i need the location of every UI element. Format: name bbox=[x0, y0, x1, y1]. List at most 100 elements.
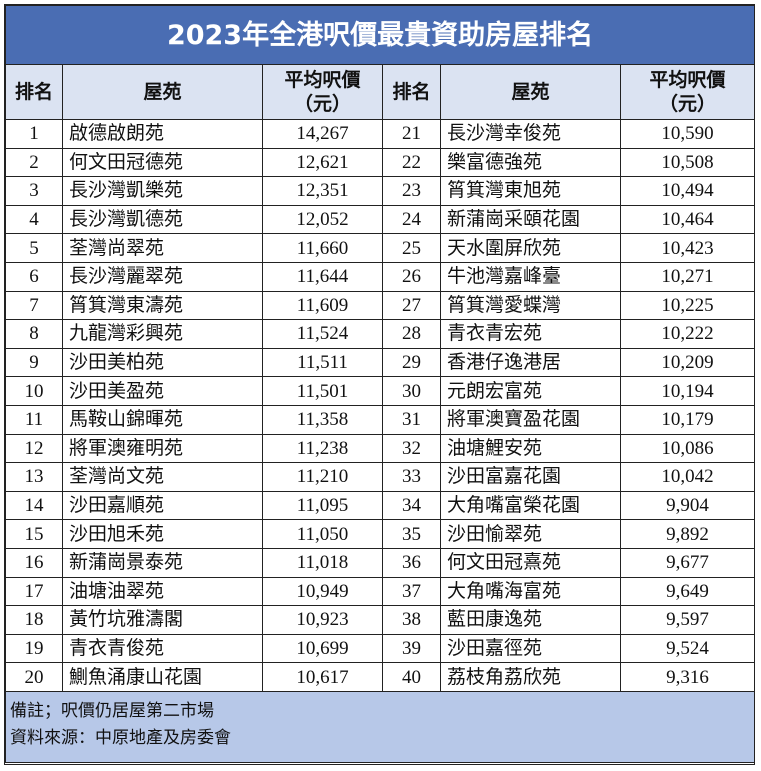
estate-cell: 沙田旭禾苑 bbox=[62, 519, 263, 549]
price-cell: 10,923 bbox=[262, 605, 383, 635]
row: 2 何文田冠德苑 12,621 22 樂富德強苑 10,508 bbox=[5, 147, 756, 178]
row: 16 新蒲崗景泰苑 11,018 36 何文田冠熹苑 9,677 bbox=[5, 547, 756, 578]
rank-cell: 7 bbox=[5, 290, 63, 321]
estate-cell: 荔枝角荔欣苑 bbox=[440, 662, 621, 692]
estate-cell: 藍田康逸苑 bbox=[440, 605, 621, 635]
rank-cell: 15 bbox=[5, 519, 63, 549]
estate-cell: 元朗宏富苑 bbox=[440, 376, 621, 406]
rank-cell: 36 bbox=[382, 547, 441, 578]
price-cell: 10,194 bbox=[619, 376, 756, 406]
row: 15 沙田旭禾苑 11,050 35 沙田愉翠苑 9,892 bbox=[5, 519, 756, 549]
price-cell: 11,358 bbox=[262, 404, 383, 435]
rank-cell: 34 bbox=[382, 490, 441, 521]
rank-cell: 8 bbox=[5, 319, 63, 349]
estate-cell: 將軍澳寶盈花園 bbox=[440, 404, 621, 435]
estate-cell: 筲箕灣東旭苑 bbox=[440, 176, 621, 206]
rank-cell: 32 bbox=[382, 433, 441, 464]
estate-cell: 啟德啟朗苑 bbox=[62, 119, 263, 149]
price-cell: 12,351 bbox=[262, 176, 383, 206]
estate-cell: 沙田美盈苑 bbox=[62, 376, 263, 406]
row: 5 荃灣尚翠苑 11,660 25 天水圍屏欣苑 10,423 bbox=[5, 233, 756, 263]
row: 17 油塘油翠苑 10,949 37 大角嘴海富苑 9,649 bbox=[5, 576, 756, 607]
price-cell: 10,508 bbox=[619, 147, 756, 178]
price-cell: 10,699 bbox=[262, 633, 383, 664]
row: 14 沙田嘉順苑 11,095 34 大角嘴富榮花園 9,904 bbox=[5, 490, 756, 521]
estate-cell: 大角嘴富榮花園 bbox=[440, 490, 621, 521]
rank-cell: 2 bbox=[5, 147, 63, 178]
rank-cell: 9 bbox=[5, 347, 63, 378]
rank-cell: 22 bbox=[382, 147, 441, 178]
rank-cell: 38 bbox=[382, 605, 441, 635]
row: 20 鰂魚涌康山花園 10,617 40 荔枝角荔欣苑 9,316 bbox=[5, 662, 756, 692]
rank-cell: 18 bbox=[5, 605, 63, 635]
rank-cell: 28 bbox=[382, 319, 441, 349]
rank-cell: 29 bbox=[382, 347, 441, 378]
footer-row: 備註；呎價仍居屋第二市場 資料來源：中原地產及房委會 bbox=[4, 690, 756, 763]
estate-cell: 沙田愉翠苑 bbox=[440, 519, 621, 549]
price-cell: 11,511 bbox=[262, 347, 383, 378]
estate-cell: 何文田冠德苑 bbox=[62, 147, 263, 178]
price-cell: 11,644 bbox=[262, 261, 383, 292]
estate-cell: 長沙灣幸俊苑 bbox=[440, 119, 621, 149]
price-cell: 10,617 bbox=[262, 662, 383, 692]
rank-cell: 1 bbox=[5, 119, 63, 149]
estate-cell: 青衣青俊苑 bbox=[62, 633, 263, 664]
header-price-line: 平均呎價 bbox=[284, 69, 361, 91]
estate-cell: 長沙灣凱德苑 bbox=[62, 204, 263, 235]
row: 1 啟德啟朗苑 14,267 21 長沙灣幸俊苑 10,590 bbox=[5, 119, 756, 149]
price-cell: 9,677 bbox=[619, 547, 756, 578]
header-rank: 排名 bbox=[5, 64, 63, 120]
price-cell: 10,423 bbox=[619, 233, 756, 263]
rank-cell: 5 bbox=[5, 233, 63, 263]
header-rank: 排名 bbox=[382, 64, 441, 120]
footer-note: 資料來源：中原地產及房委會 bbox=[10, 727, 231, 748]
estate-cell: 大角嘴海富苑 bbox=[440, 576, 621, 607]
price-cell: 10,209 bbox=[619, 347, 756, 378]
header-price-line: 平均呎價 bbox=[649, 69, 726, 91]
price-cell: 12,052 bbox=[262, 204, 383, 235]
price-cell: 10,042 bbox=[619, 462, 756, 492]
row: 6 長沙灣麗翠苑 11,644 26 牛池灣嘉峰臺 10,271 bbox=[5, 261, 756, 292]
estate-cell: 新蒲崗采頤花園 bbox=[440, 204, 621, 235]
price-cell: 11,095 bbox=[262, 490, 383, 521]
price-cell: 9,649 bbox=[619, 576, 756, 607]
table: 2023年全港呎價最貴資助房屋排名 排名 屋苑 平均呎價 （元） 排名 屋苑 平均… bbox=[4, 5, 756, 763]
price-cell: 11,210 bbox=[262, 462, 383, 492]
price-cell: 10,494 bbox=[619, 176, 756, 206]
price-cell: 10,086 bbox=[619, 433, 756, 464]
rank-cell: 33 bbox=[382, 462, 441, 492]
rank-cell: 13 bbox=[5, 462, 63, 492]
price-cell: 9,904 bbox=[619, 490, 756, 521]
rank-cell: 6 bbox=[5, 261, 63, 292]
rank-cell: 39 bbox=[382, 633, 441, 664]
estate-cell: 青衣青宏苑 bbox=[440, 319, 621, 349]
rank-cell: 12 bbox=[5, 433, 63, 464]
price-cell: 9,524 bbox=[619, 633, 756, 664]
ranking-table: 2023年全港呎價最貴資助房屋排名 排名 屋苑 平均呎價 （元） 排名 屋苑 平均… bbox=[4, 4, 756, 765]
header-name: 屋苑 bbox=[62, 64, 263, 120]
rank-cell: 40 bbox=[382, 662, 441, 692]
rank-cell: 17 bbox=[5, 576, 63, 607]
row: 12 將軍澳雍明苑 11,238 32 油塘鯉安苑 10,086 bbox=[5, 433, 756, 464]
price-cell: 9,597 bbox=[619, 605, 756, 635]
rank-cell: 35 bbox=[382, 519, 441, 549]
estate-cell: 何文田冠熹苑 bbox=[440, 547, 621, 578]
estate-cell: 沙田嘉順苑 bbox=[62, 490, 263, 521]
price-cell: 14,267 bbox=[262, 119, 383, 149]
price-cell: 12,621 bbox=[262, 147, 383, 178]
price-cell: 10,590 bbox=[619, 119, 756, 149]
price-cell: 11,660 bbox=[262, 233, 383, 263]
price-cell: 11,524 bbox=[262, 319, 383, 349]
estate-cell: 新蒲崗景泰苑 bbox=[62, 547, 263, 578]
estate-cell: 荃灣尚翠苑 bbox=[62, 233, 263, 263]
header-price-line: （元） bbox=[659, 93, 717, 115]
estate-cell: 長沙灣凱樂苑 bbox=[62, 176, 263, 206]
title: 2023年全港呎價最貴資助房屋排名 bbox=[4, 5, 756, 65]
header-price-line: （元） bbox=[293, 93, 351, 115]
rank-cell: 30 bbox=[382, 376, 441, 406]
estate-cell: 筲箕灣愛蝶灣 bbox=[440, 290, 621, 321]
price-cell: 11,609 bbox=[262, 290, 383, 321]
header-price: 平均呎價 （元） bbox=[619, 64, 756, 120]
price-cell: 10,271 bbox=[619, 261, 756, 292]
estate-cell: 樂富德強苑 bbox=[440, 147, 621, 178]
